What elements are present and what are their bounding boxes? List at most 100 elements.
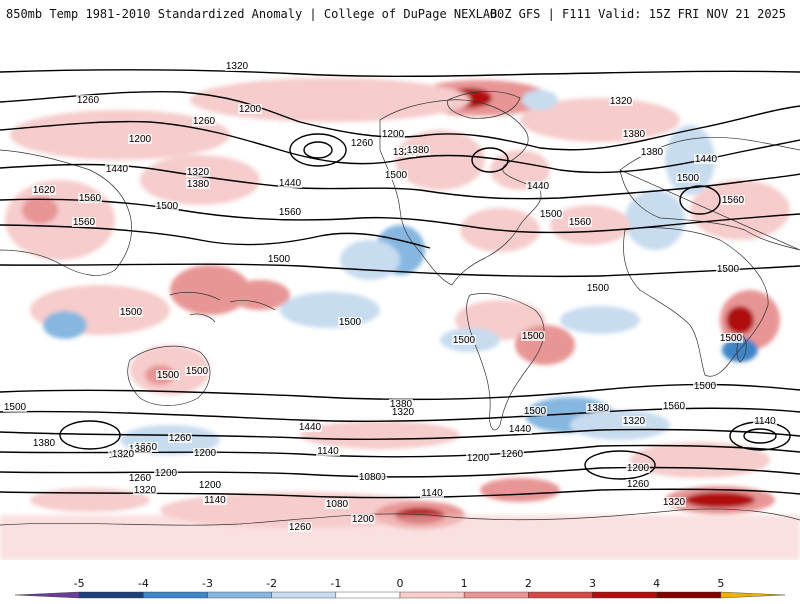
contour-label: 1200 — [382, 129, 405, 140]
contour-label: 1560 — [663, 401, 686, 412]
contour-label: 1500 — [157, 370, 180, 381]
contour-label-bg — [225, 61, 249, 71]
contour-label: 1320 — [663, 497, 686, 508]
colorbar-tick-label: 2 — [524, 577, 532, 590]
contour-label-bg — [338, 317, 362, 327]
colorbar-tick-label: -2 — [266, 577, 278, 590]
anomaly-cool-indian — [43, 311, 87, 339]
contour-label-bg — [539, 209, 563, 219]
contour-label: 1260 — [169, 433, 192, 444]
contour-label: 1560 — [569, 217, 592, 228]
contour-label: 1200 — [194, 448, 217, 459]
colorbar-tick-label: -5 — [73, 577, 85, 590]
contour-label-bg — [694, 154, 718, 164]
contour-label-bg — [238, 104, 262, 114]
contour-label: 1140 — [754, 416, 776, 427]
contour-label-bg — [626, 463, 650, 473]
contour-label: 1500 — [717, 264, 740, 275]
anomaly-warm-polar-band — [0, 515, 800, 560]
contour-1380-south — [0, 428, 800, 440]
contour-label: 1620 — [33, 185, 56, 196]
contour-label-bg — [156, 370, 180, 380]
colorbar-tick-label: -4 — [137, 577, 149, 590]
contour-label-bg — [105, 164, 129, 174]
colorbar-swatch — [335, 591, 401, 599]
run-valid-time: 00Z GFS | F111 Valid: 15Z FRI NOV 21 202… — [489, 7, 786, 21]
contour-label-bg — [523, 406, 547, 416]
contour-label-bg — [466, 453, 490, 463]
contour-label: 1440 — [279, 178, 302, 189]
contour-label: 1200 — [239, 104, 262, 115]
contour-label: 1320 — [610, 96, 633, 107]
contour-label-bg — [521, 331, 545, 341]
contour-label-bg — [586, 283, 610, 293]
contour-label: 1140 — [421, 488, 443, 499]
contour-label: 1560 — [279, 207, 302, 218]
contour-label: 1260 — [129, 473, 152, 484]
coast-antarctica — [0, 508, 800, 526]
contour-label: 1440 — [527, 181, 550, 192]
contour-label-bg — [288, 522, 312, 532]
coast-africa — [623, 227, 769, 377]
contour-label: 1200 — [627, 463, 650, 474]
contour-label-bg — [719, 333, 743, 343]
contour-label-bg — [72, 217, 96, 227]
contour-label-bg — [693, 381, 717, 391]
contour-1500-north — [0, 198, 800, 234]
contour-label: 1500 — [677, 173, 700, 184]
contour-label: 1500 — [385, 170, 408, 181]
contour-label-bg — [586, 403, 610, 413]
contour-label-bg — [111, 449, 135, 459]
contour-low-south-indian-inner — [743, 428, 777, 444]
anomaly-warm-wilkes — [30, 488, 150, 512]
contour-label-bg — [508, 424, 532, 434]
contour-label-bg — [351, 514, 375, 524]
contour-label: 1140 — [204, 495, 226, 506]
contour-label: 1380 — [129, 444, 152, 455]
contour-label-bg — [298, 422, 322, 432]
contour-label-bg — [128, 134, 152, 144]
contour-1260-south — [0, 466, 800, 478]
anomaly-hot-wpac — [230, 280, 290, 310]
contour-label: 1200 — [352, 514, 375, 525]
contour-low-hudson — [471, 147, 509, 173]
contour-label-bg — [662, 497, 686, 507]
contour-label: 1260 — [627, 479, 650, 490]
contour-label: 1260 — [289, 522, 312, 533]
colorbar-swatch — [14, 591, 80, 599]
colorbar-swatch — [207, 591, 272, 599]
contour-label-bg — [676, 173, 700, 183]
colorbar-swatch — [592, 591, 657, 599]
anomaly-cold-madagascar — [722, 338, 758, 362]
anomaly-hot-maritime — [170, 265, 250, 315]
contour-low-aleutian-inner — [303, 141, 333, 159]
contour-label: 1440 — [299, 422, 322, 433]
colorbar-tick-label: 5 — [717, 577, 725, 590]
contour-label-bg — [203, 495, 227, 505]
anomaly-cool-s-atlantic — [570, 410, 670, 440]
contour-label: 1500 — [694, 381, 717, 392]
contour-label: 1200 — [129, 134, 152, 145]
anomaly-hot-weddell — [480, 478, 560, 502]
contour-label: 1500 — [453, 335, 476, 346]
colorbar-tick-label: 4 — [653, 577, 661, 590]
contour-label: 1320 — [392, 407, 415, 418]
colorbar-tick-label: 0 — [396, 577, 404, 590]
contour-label: 1500 — [4, 402, 27, 413]
contour-label-bg — [384, 170, 408, 180]
contour-label-bg — [662, 401, 686, 411]
contour-label-bg — [76, 95, 100, 105]
contour-label-bg — [128, 473, 152, 483]
contour-label-bg — [500, 449, 524, 459]
contour-label-bg — [32, 185, 56, 195]
contour-label-bg — [452, 335, 476, 345]
contour-label: 1380 — [407, 145, 430, 156]
contour-label: 1320 — [112, 449, 135, 460]
contour-label: 1260 — [193, 116, 216, 127]
contour-low-aleutian — [289, 133, 347, 167]
contour-label: 1440 — [106, 164, 129, 175]
contour-label: 1500 — [540, 209, 563, 220]
map-title: 850mb Temp 1981-2010 Standardized Anomal… — [6, 7, 498, 21]
anomaly-warm-siberia — [10, 110, 230, 160]
colorbar-swatch — [78, 591, 144, 599]
